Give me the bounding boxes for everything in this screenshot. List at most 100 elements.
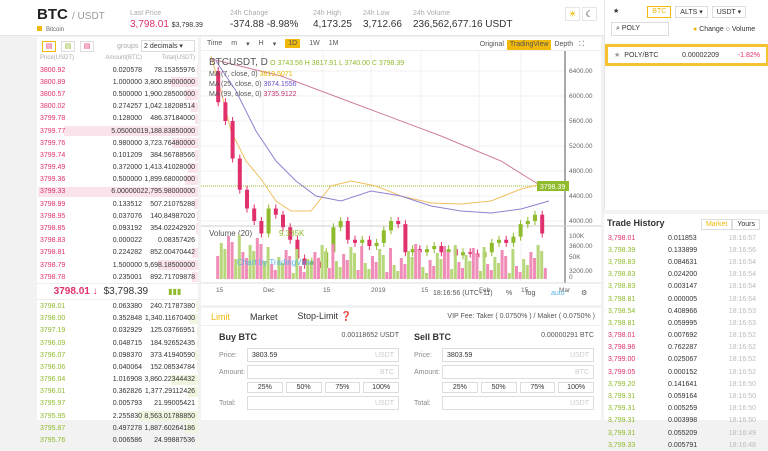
- orderbook-row[interactable]: 3800.89 1.000000 3,800.89000000: [37, 76, 198, 88]
- orderbook-row[interactable]: 3798.79 1.500000 5,698.18500000: [37, 259, 198, 271]
- total: 152.08534784: [150, 363, 195, 371]
- orderbook-row[interactable]: 3797.19 0.032929 125.03766951: [37, 325, 198, 337]
- sell-75-button[interactable]: 75%: [519, 382, 556, 393]
- orderbook-row[interactable]: 3798.95 0.037076 140.84987020: [37, 210, 198, 222]
- interval-1d[interactable]: 1D: [285, 39, 301, 48]
- orderbook-row[interactable]: 3798.83 0.000022 0.08357426: [37, 235, 198, 247]
- total: 507.21075288: [150, 200, 195, 208]
- volume-radio[interactable]: Volume: [731, 26, 756, 33]
- buy-total-input[interactable]: USDT: [247, 396, 399, 410]
- favorites-tab[interactable]: ★: [613, 8, 620, 15]
- buy-25-button[interactable]: 25%: [247, 382, 283, 393]
- interval-1w[interactable]: 1W: [309, 40, 320, 47]
- total: 8,563.01788850: [144, 412, 195, 420]
- orderbook-row[interactable]: 3799.74 0.101209 384.56788566: [37, 149, 198, 161]
- price-chart[interactable]: 3798.39 6400.00 6000.00 5600.00 5200.00 4800…: [201, 51, 601, 305]
- tab-limit[interactable]: Limit: [211, 311, 231, 322]
- sell-100-button[interactable]: 100%: [558, 382, 594, 393]
- change-radio[interactable]: ●: [693, 26, 698, 33]
- sell-balance: 0.00000291 BTC: [541, 332, 594, 339]
- orderbook-row[interactable]: 3798.81 0.224282 852.00470442: [37, 247, 198, 259]
- price: 3796.07: [40, 351, 66, 359]
- tab-btc[interactable]: BTC: [647, 6, 672, 18]
- groups-label: groups: [117, 43, 139, 50]
- orderbook-row[interactable]: 3798.78 0.235001 892.71709878: [37, 271, 198, 283]
- orderbook-row[interactable]: 3796.01 0.362826 1,377.29112426: [37, 386, 198, 398]
- buy-amount-input[interactable]: BTC: [247, 365, 399, 379]
- view-depth[interactable]: Depth: [554, 41, 574, 48]
- total: 24.99887536: [154, 437, 195, 445]
- svg-text:4000.00: 4000.00: [569, 218, 593, 225]
- sell-price-input[interactable]: 3803.59 USDT: [442, 348, 594, 362]
- fullscreen-icon[interactable]: ⛶: [579, 41, 584, 48]
- orderbook-asks-icon[interactable]: ▤: [80, 41, 94, 52]
- orderbook-row[interactable]: 3795.76 0.006586 24.99887536: [37, 434, 198, 446]
- orderbook-row[interactable]: 3795.87 0.497278 1,887.60264186: [37, 422, 198, 434]
- orderbook-row[interactable]: 3799.36 0.500000 1,899.68000000: [37, 174, 198, 186]
- dark-theme-icon[interactable]: ☾: [582, 7, 597, 21]
- orderbook-row[interactable]: 3795.95 2.255830 8,563.01788850: [37, 410, 198, 422]
- coin-name[interactable]: Bitcoin: [37, 26, 64, 33]
- amount: 0.005793: [112, 400, 142, 408]
- buy-price-input[interactable]: 3803.59 USDT: [247, 348, 399, 362]
- minutes-dropdown[interactable]: ▾: [246, 40, 250, 48]
- trade-row: 3,798.83 0.003147 18:16:54: [608, 283, 756, 291]
- orderbook-bids-icon[interactable]: ▤: [61, 41, 75, 52]
- interval-hours[interactable]: H: [258, 40, 264, 47]
- market-row-poly-btc[interactable]: ★ POLY/BTC 0.00002209 -1.82%: [605, 44, 768, 66]
- orderbook-both-icon[interactable]: ▤: [42, 41, 56, 52]
- sell-amount-input[interactable]: BTC: [442, 365, 594, 379]
- orderbook-row[interactable]: 3799.49 0.372000 1,413.41028000: [37, 162, 198, 174]
- price: 3797.19: [40, 327, 66, 335]
- orderbook-row[interactable]: 3800.57 0.500000 1,900.28500000: [37, 88, 198, 100]
- buy-100-button[interactable]: 100%: [363, 382, 399, 393]
- amount: 0.352848: [112, 315, 142, 323]
- orderbook-row[interactable]: 3796.09 0.048715 184.92652435: [37, 337, 198, 349]
- orderbook-row[interactable]: 3798.85 0.093192 354.02242920: [37, 222, 198, 234]
- tab-alts[interactable]: ALTS ▾: [675, 6, 708, 18]
- tab-your-trades[interactable]: Yours: [732, 219, 760, 230]
- decimals-select[interactable]: 2 decimals ▾: [141, 40, 195, 52]
- svg-text:6000.00: 6000.00: [569, 93, 593, 100]
- view-tradingview[interactable]: TradingView: [506, 40, 552, 50]
- orderbook-row[interactable]: 3800.02 0.274257 1,042.18208514: [37, 101, 198, 113]
- hours-dropdown[interactable]: ▾: [272, 40, 277, 48]
- orderbook-row[interactable]: 3799.33 6.000000 22,795.98000000: [37, 186, 198, 198]
- tab-market[interactable]: Market: [250, 311, 278, 322]
- orderbook-row[interactable]: 3795.97 0.005793 21.99005421: [37, 398, 198, 410]
- buy-75-button[interactable]: 75%: [324, 382, 361, 393]
- total: 1,413.41028000: [144, 164, 195, 172]
- amount: 5.050000: [111, 127, 141, 135]
- sell-total-input[interactable]: USDT: [442, 396, 594, 410]
- orderbook-row[interactable]: 3798.99 0.133512 507.21075288: [37, 198, 198, 210]
- sell-25-button[interactable]: 25%: [442, 382, 478, 393]
- market-search-input[interactable]: ⌕ POLY: [611, 22, 669, 36]
- total: 19,188.83850000: [140, 127, 196, 135]
- interval-1m[interactable]: 1M: [328, 40, 339, 47]
- sell-50-button[interactable]: 50%: [480, 382, 517, 393]
- tab-market-trades[interactable]: Market: [700, 219, 733, 230]
- orderbook-row[interactable]: 3796.04 1.016908 3,860.22344432: [37, 374, 198, 386]
- orderbook: ▤ ▤ ▤ groups 2 decimals ▾ Price(USDT) Amo…: [37, 37, 198, 446]
- total: 240.71787380: [150, 302, 195, 310]
- orderbook-row[interactable]: 3799.77 5.050000 19,188.83850000: [37, 125, 198, 137]
- svg-text:3600.00: 3600.00: [569, 243, 593, 250]
- trade-row: 3,799.31 0.055209 18:16:49: [608, 429, 756, 437]
- total: 0.08357426: [158, 237, 195, 245]
- orderbook-row[interactable]: 3798.00 0.352848 1,340.11670400: [37, 313, 198, 325]
- star-icon[interactable]: ★: [614, 52, 621, 59]
- tab-usdt[interactable]: USDT ▾: [711, 6, 747, 18]
- orderbook-row[interactable]: 3796.06 0.040064 152.08534784: [37, 361, 198, 373]
- orderbook-row[interactable]: 3796.07 0.098370 373.41940590: [37, 349, 198, 361]
- view-original[interactable]: Original: [479, 41, 504, 48]
- orderbook-row[interactable]: 3799.78 0.128000 486.37184000: [37, 113, 198, 125]
- interval-minutes[interactable]: m: [231, 40, 238, 47]
- amount: 0.020578: [112, 66, 142, 74]
- buy-50-button[interactable]: 50%: [285, 382, 322, 393]
- orderbook-row[interactable]: 3798.01 0.063380 240.71787380: [37, 300, 198, 312]
- orderbook-row[interactable]: 3800.92 0.020578 78.15355976: [37, 64, 198, 76]
- total: 3,723.76480000: [144, 139, 195, 147]
- tab-stop-limit[interactable]: Stop-Limit ❓: [297, 311, 352, 321]
- light-theme-icon[interactable]: ☀: [565, 7, 580, 21]
- orderbook-row[interactable]: 3799.76 0.980000 3,723.76480000: [37, 137, 198, 149]
